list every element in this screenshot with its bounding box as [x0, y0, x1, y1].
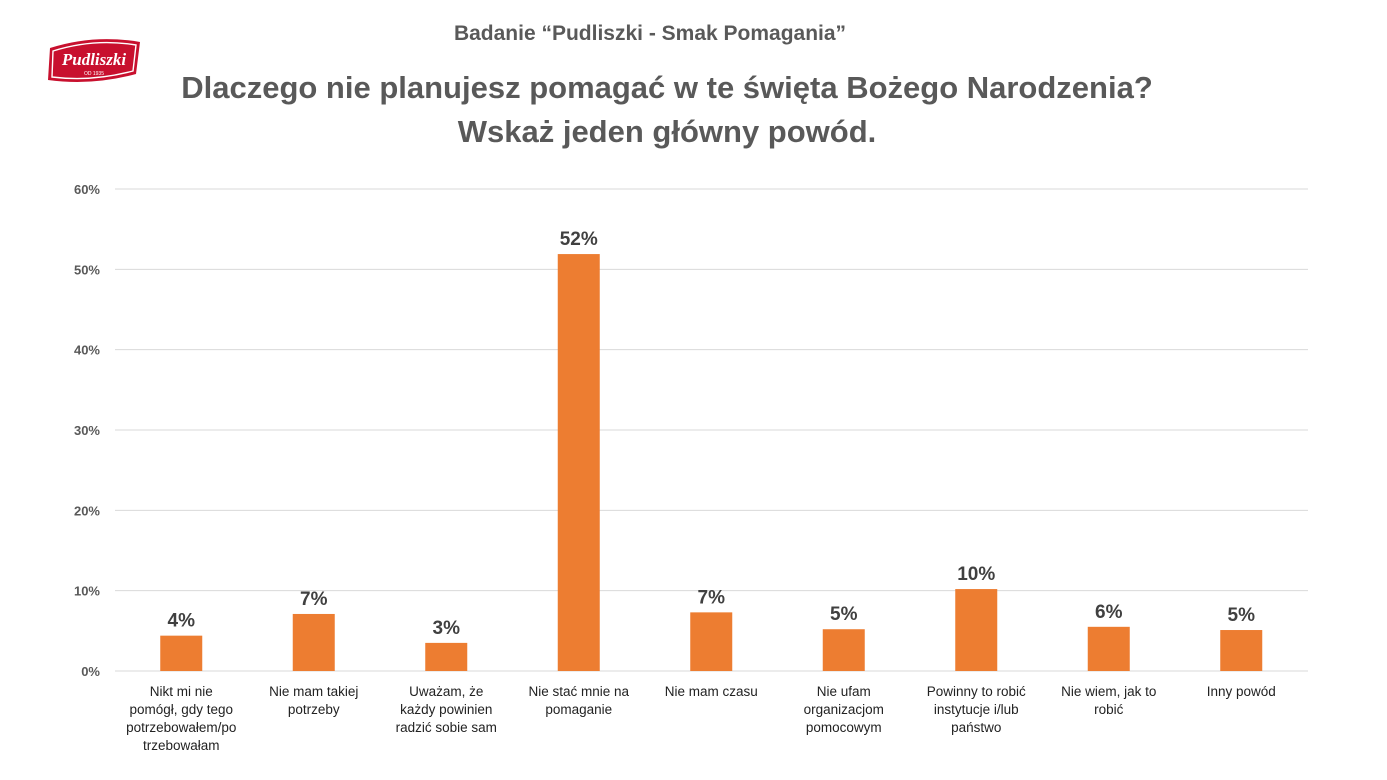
- y-tick-label: 50%: [74, 262, 100, 277]
- category-label-line: pomógł, gdy tego: [129, 702, 234, 717]
- y-tick-label: 20%: [74, 503, 100, 518]
- category-label: Nie stać mnie na pomaganie: [511, 683, 647, 719]
- survey-subtitle: Badanie “Pudliszki - Smak Pomagania”: [453, 22, 847, 45]
- category-label: Nikt mi nie pomógł, gdy tego potrzebowałem…: [113, 683, 249, 755]
- y-tick-label: 0%: [81, 664, 100, 679]
- bar: [292, 613, 335, 671]
- category-label-line: pomaganie: [545, 702, 613, 717]
- category-label-line: państwo: [951, 720, 1002, 735]
- bar: [690, 612, 733, 671]
- title-line-2: Wskaż jeden główny powód.: [457, 114, 877, 149]
- category-label: Nie wiem, jak to robić: [1041, 683, 1177, 719]
- data-label: 6%: [1095, 602, 1123, 623]
- category-label-line: Uważam, że: [409, 684, 484, 699]
- data-label: 7%: [300, 589, 328, 610]
- category-label-line: trzebowałam: [142, 738, 220, 753]
- y-tick-label: 10%: [74, 584, 100, 599]
- category-label-line: Nie mam takiej: [269, 684, 359, 699]
- category-label-line: Nie wiem, jak to: [1061, 684, 1157, 699]
- category-label-line: Nikt mi nie: [149, 684, 213, 699]
- y-tick-label: 40%: [74, 343, 100, 358]
- svg-text:Pudliszki: Pudliszki: [61, 50, 127, 69]
- category-label-line: radzić sobie sam: [395, 720, 497, 735]
- bar: [822, 629, 865, 671]
- category-label: Powinny to robić instytucje i/lub państwo: [908, 683, 1044, 737]
- category-label-line: potrzebowałem/po: [126, 720, 237, 735]
- bar: [160, 635, 203, 671]
- category-label-line: Nie ufam: [816, 684, 871, 699]
- y-tick-label: 60%: [74, 182, 100, 197]
- data-label: 5%: [1228, 605, 1256, 626]
- bar: [1220, 630, 1263, 671]
- category-label-line: potrzeby: [287, 702, 340, 717]
- data-label: 10%: [957, 564, 995, 585]
- category-label: Nie ufam organizacjom pomocowym: [776, 683, 912, 737]
- category-label-line: robić: [1094, 702, 1124, 717]
- category-label: Inny powód: [1173, 683, 1309, 701]
- category-label-line: instytucje i/lub: [933, 702, 1019, 717]
- data-label: 5%: [830, 604, 858, 625]
- category-label: Uważam, że każdy powinien radzić sobie sam: [378, 683, 514, 737]
- category-label-line: pomocowym: [805, 720, 882, 735]
- bar: [425, 642, 468, 671]
- bar: [557, 254, 600, 671]
- data-label: 52%: [560, 229, 598, 250]
- category-label-line: Inny powód: [1206, 684, 1276, 699]
- data-label: 7%: [698, 587, 726, 608]
- svg-text:OD 1935: OD 1935: [84, 71, 104, 77]
- bar: [1087, 626, 1130, 671]
- pudliszki-logo: Pudliszki OD 1935: [48, 39, 140, 82]
- category-label: Nie mam takiej potrzeby: [246, 683, 382, 719]
- y-tick-label: 30%: [74, 423, 100, 438]
- title-line-1: Dlaczego nie planujesz pomagać w te świę…: [181, 70, 1153, 105]
- category-label-line: każdy powinien: [400, 702, 493, 717]
- category-label-line: Nie mam czasu: [664, 684, 758, 699]
- chart-title: Dlaczego nie planujesz pomagać w te świę…: [0, 66, 1334, 154]
- category-label-line: Nie stać mnie na: [528, 684, 630, 699]
- category-label-line: organizacjom: [803, 702, 884, 717]
- data-label: 3%: [433, 618, 461, 639]
- category-label-line: Powinny to robić: [926, 684, 1026, 699]
- bar: [955, 589, 998, 671]
- category-label: Nie mam czasu: [643, 683, 779, 701]
- data-label: 4%: [168, 611, 196, 632]
